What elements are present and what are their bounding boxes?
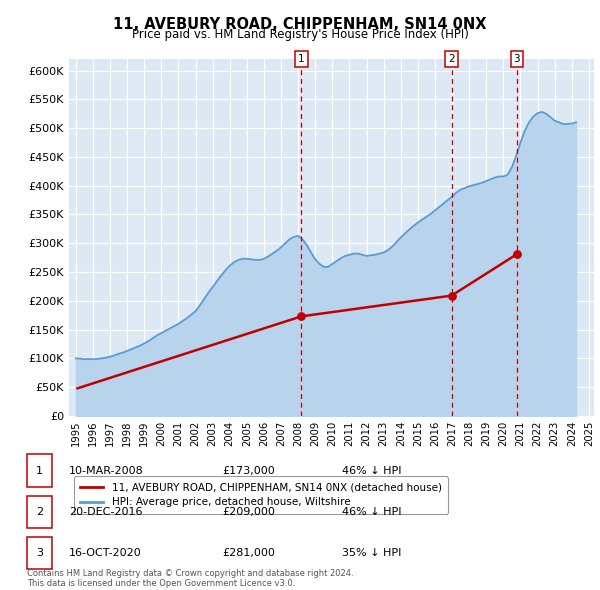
Text: 1: 1 [298, 54, 305, 64]
Text: £173,000: £173,000 [222, 466, 275, 476]
Text: 10-MAR-2008: 10-MAR-2008 [69, 466, 144, 476]
Text: £281,000: £281,000 [222, 548, 275, 558]
Point [447, 291, 457, 300]
Legend: 11, AVEBURY ROAD, CHIPPENHAM, SN14 0NX (detached house), HPI: Average price, det: 11, AVEBURY ROAD, CHIPPENHAM, SN14 0NX (… [74, 477, 448, 514]
Text: 2: 2 [36, 507, 43, 517]
Text: 3: 3 [36, 548, 43, 558]
Text: 46% ↓ HPI: 46% ↓ HPI [342, 507, 401, 517]
Text: 46% ↓ HPI: 46% ↓ HPI [342, 466, 401, 476]
Text: £209,000: £209,000 [222, 507, 275, 517]
Text: 20-DEC-2016: 20-DEC-2016 [69, 507, 143, 517]
Text: 11, AVEBURY ROAD, CHIPPENHAM, SN14 0NX: 11, AVEBURY ROAD, CHIPPENHAM, SN14 0NX [113, 17, 487, 31]
Text: Contains HM Land Registry data © Crown copyright and database right 2024.
This d: Contains HM Land Registry data © Crown c… [27, 569, 353, 588]
Text: 35% ↓ HPI: 35% ↓ HPI [342, 548, 401, 558]
Point [512, 250, 521, 259]
Text: Price paid vs. HM Land Registry's House Price Index (HPI): Price paid vs. HM Land Registry's House … [131, 28, 469, 41]
Text: 3: 3 [514, 54, 520, 64]
Text: 1: 1 [36, 466, 43, 476]
Point [296, 312, 306, 321]
Text: 2: 2 [448, 54, 455, 64]
Text: 16-OCT-2020: 16-OCT-2020 [69, 548, 142, 558]
